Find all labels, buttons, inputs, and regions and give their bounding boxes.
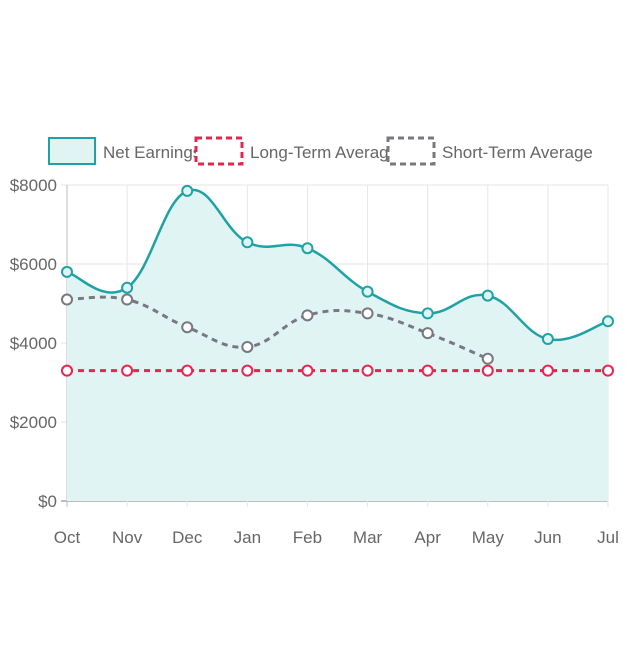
x-tick-label: Jun bbox=[534, 528, 561, 547]
data-point-long-term-average[interactable] bbox=[361, 364, 374, 377]
series-area-net-earnings bbox=[67, 189, 608, 501]
y-tick-label: $8000 bbox=[10, 176, 57, 195]
legend-item-net-earnings[interactable]: Net Earnings bbox=[48, 137, 201, 165]
data-point-net-earnings[interactable] bbox=[181, 184, 194, 197]
x-tick-label: Mar bbox=[353, 528, 383, 547]
x-tick-label: Jul bbox=[597, 528, 619, 547]
x-tick-label: Feb bbox=[293, 528, 322, 547]
legend-swatch-short-term-average bbox=[386, 136, 436, 166]
legend-label-long-term-average: Long-Term Average bbox=[250, 143, 398, 162]
legend-label-short-term-average: Short-Term Average bbox=[442, 143, 593, 162]
x-tick-label: Dec bbox=[172, 528, 203, 547]
data-point-long-term-average[interactable] bbox=[421, 364, 434, 377]
y-tick-label: $0 bbox=[38, 492, 57, 511]
data-point-short-term-average[interactable] bbox=[61, 293, 73, 306]
legend-label-net-earnings: Net Earnings bbox=[103, 143, 201, 162]
legend: Net Earnings Long-Term Average Short-Ter… bbox=[48, 136, 593, 166]
data-point-long-term-average[interactable] bbox=[241, 364, 254, 377]
data-point-short-term-average[interactable] bbox=[121, 293, 134, 306]
x-tick-label: Jan bbox=[234, 528, 261, 547]
data-point-short-term-average[interactable] bbox=[301, 309, 314, 322]
legend-item-long-term-average[interactable]: Long-Term Average bbox=[194, 136, 398, 166]
data-point-short-term-average[interactable] bbox=[421, 327, 434, 340]
x-tick-label: Nov bbox=[112, 528, 143, 547]
x-tick-label: Oct bbox=[54, 528, 81, 547]
data-point-long-term-average[interactable] bbox=[301, 364, 314, 377]
data-point-net-earnings[interactable] bbox=[61, 265, 73, 278]
data-point-long-term-average[interactable] bbox=[121, 364, 134, 377]
series-layer bbox=[61, 184, 614, 501]
legend-swatch-net-earnings bbox=[48, 137, 96, 165]
data-point-long-term-average[interactable] bbox=[61, 364, 73, 377]
data-point-short-term-average[interactable] bbox=[241, 340, 254, 353]
data-point-long-term-average[interactable] bbox=[481, 364, 494, 377]
data-point-net-earnings[interactable] bbox=[541, 333, 554, 346]
data-point-net-earnings[interactable] bbox=[301, 242, 314, 255]
data-point-long-term-average[interactable] bbox=[602, 364, 614, 377]
data-point-long-term-average[interactable] bbox=[181, 364, 194, 377]
x-tick-label: May bbox=[472, 528, 505, 547]
data-point-net-earnings[interactable] bbox=[421, 307, 434, 320]
y-axis-labels: $0 $2000 $4000 $6000 $8000 bbox=[10, 176, 57, 511]
data-point-short-term-average[interactable] bbox=[361, 307, 374, 320]
x-axis-labels: Oct Nov Dec Jan Feb Mar Apr May Jun Jul bbox=[54, 528, 619, 547]
data-point-net-earnings[interactable] bbox=[361, 285, 374, 298]
y-tick-label: $4000 bbox=[10, 334, 57, 353]
series-line-short-term-average bbox=[66, 295, 489, 361]
data-point-net-earnings[interactable] bbox=[241, 236, 254, 249]
data-point-short-term-average[interactable] bbox=[481, 352, 494, 365]
data-point-long-term-average[interactable] bbox=[541, 364, 554, 377]
x-tick-label: Apr bbox=[414, 528, 441, 547]
y-tick-label: $6000 bbox=[10, 255, 57, 274]
data-point-net-earnings[interactable] bbox=[602, 315, 614, 328]
series-line-net-earnings bbox=[66, 188, 609, 342]
y-tick-label: $2000 bbox=[10, 413, 57, 432]
data-point-net-earnings[interactable] bbox=[121, 281, 134, 294]
legend-item-short-term-average[interactable]: Short-Term Average bbox=[386, 136, 593, 166]
data-point-short-term-average[interactable] bbox=[181, 321, 194, 334]
data-point-net-earnings[interactable] bbox=[481, 289, 494, 302]
legend-swatch-long-term-average bbox=[194, 136, 244, 166]
